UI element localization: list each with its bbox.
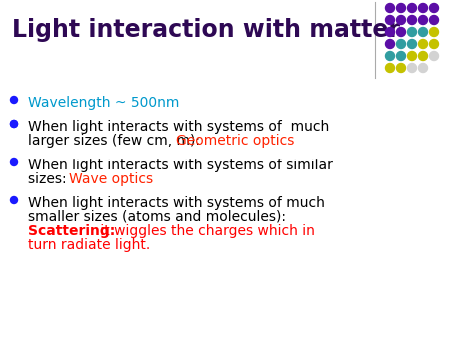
Circle shape <box>408 64 417 72</box>
Circle shape <box>396 40 405 48</box>
Circle shape <box>429 51 438 61</box>
Circle shape <box>408 16 417 24</box>
Circle shape <box>10 121 18 127</box>
Text: Wave optics: Wave optics <box>69 172 153 186</box>
Circle shape <box>386 3 395 13</box>
Text: larger sizes (few cm, m):: larger sizes (few cm, m): <box>28 134 209 148</box>
Text: Wavelength ~ 500nm: Wavelength ~ 500nm <box>28 96 180 110</box>
Text: Light interaction with matter: Light interaction with matter <box>12 18 400 42</box>
Circle shape <box>418 51 427 61</box>
Text: Scattering:: Scattering: <box>28 224 115 238</box>
Circle shape <box>396 3 405 13</box>
Circle shape <box>10 121 18 127</box>
Text: When light interacts with systems of much: When light interacts with systems of muc… <box>28 196 325 210</box>
Text: smaller sizes (atoms and molecules):: smaller sizes (atoms and molecules): <box>28 210 286 224</box>
Circle shape <box>386 27 395 37</box>
Circle shape <box>10 159 18 166</box>
Circle shape <box>418 40 427 48</box>
Text: it wiggles the charges which in: it wiggles the charges which in <box>96 224 315 238</box>
Circle shape <box>386 64 395 72</box>
Bar <box>26 118 366 158</box>
Circle shape <box>396 27 405 37</box>
Text: Geometric optics: Geometric optics <box>176 134 294 148</box>
Circle shape <box>386 16 395 24</box>
Circle shape <box>429 3 438 13</box>
Text: When light interacts with systems of similar: When light interacts with systems of sim… <box>28 158 333 172</box>
Text: sizes:: sizes: <box>28 172 71 186</box>
Circle shape <box>396 64 405 72</box>
Text: Geometric optics: Geometric optics <box>180 134 298 148</box>
Circle shape <box>386 51 395 61</box>
Circle shape <box>408 27 417 37</box>
Circle shape <box>429 27 438 37</box>
Text: turn radiate light.: turn radiate light. <box>28 238 150 252</box>
Circle shape <box>418 16 427 24</box>
Circle shape <box>396 16 405 24</box>
Circle shape <box>408 3 417 13</box>
Circle shape <box>408 40 417 48</box>
Text: When light interacts with systems of  much: When light interacts with systems of muc… <box>28 120 329 134</box>
Text: larger sizes (few cm, m):: larger sizes (few cm, m): <box>28 134 209 148</box>
Circle shape <box>429 16 438 24</box>
Circle shape <box>408 51 417 61</box>
Circle shape <box>10 196 18 203</box>
Circle shape <box>386 40 395 48</box>
Circle shape <box>429 40 438 48</box>
Circle shape <box>418 64 427 72</box>
Circle shape <box>10 97 18 103</box>
Circle shape <box>396 51 405 61</box>
Circle shape <box>418 27 427 37</box>
Circle shape <box>418 3 427 13</box>
Text: When light interacts with systems of  much
larger sizes (few cm, m):: When light interacts with systems of muc… <box>28 120 329 150</box>
